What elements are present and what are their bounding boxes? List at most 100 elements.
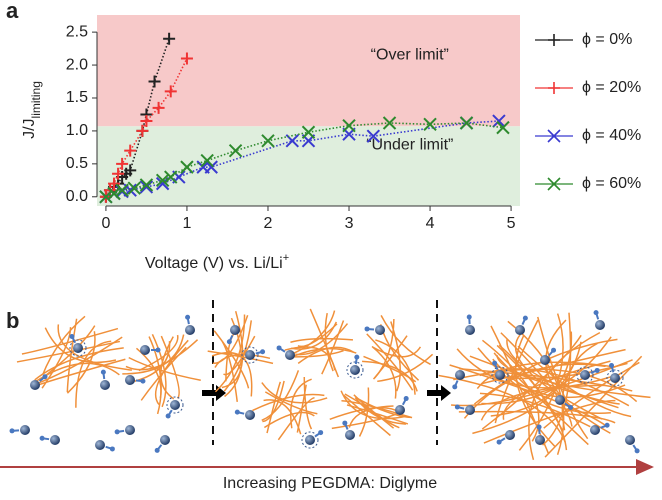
ion (245, 410, 255, 420)
ion-head (497, 440, 502, 445)
diagram-caption: Increasing PEGDMA: Diglyme (223, 475, 437, 492)
ion-head (568, 405, 573, 410)
ion-head (365, 326, 370, 331)
ion-head (354, 355, 359, 360)
ion (245, 350, 255, 360)
y-tick-label: 1.0 (66, 122, 88, 139)
x-axis-label: Voltage (V) vs. Li/Li+ (145, 252, 289, 272)
ion (595, 320, 605, 330)
ion-head (185, 315, 190, 320)
ion-head (452, 384, 457, 389)
ion (30, 380, 40, 390)
ion-head (537, 425, 542, 430)
y-tick-label: 2.0 (66, 56, 88, 73)
ion (455, 370, 465, 380)
ion (125, 425, 135, 435)
ion-head (404, 396, 409, 401)
ion-head (156, 348, 161, 353)
y-tick-label: 1.5 (66, 89, 88, 106)
ion-head (467, 315, 472, 320)
panel-label: b (6, 308, 19, 333)
ion (140, 345, 150, 355)
y-tick-label: 0.0 (66, 188, 88, 205)
ion-head (166, 414, 171, 419)
x-tick-label: 2 (264, 215, 273, 232)
ion-head (342, 421, 347, 426)
ion (465, 325, 475, 335)
x-axis-label-sup: + (283, 252, 289, 264)
y-tick-label: 2.5 (66, 23, 88, 40)
ion-head (260, 349, 265, 354)
ion (20, 425, 30, 435)
ion-head (605, 423, 610, 428)
x-tick-label: 4 (426, 215, 435, 232)
ion-head (551, 348, 556, 353)
ion-head (318, 430, 323, 435)
ion-head (101, 370, 106, 375)
ion (50, 435, 60, 445)
y-tick-label: 0.5 (66, 155, 88, 172)
x-axis-label-main: Voltage (V) vs. Li/Li (145, 255, 283, 272)
y-axis-label: J/Jlimiting (21, 81, 43, 139)
annotation: “Under limit” (366, 137, 453, 154)
ion-head (492, 361, 497, 366)
ion-head (609, 363, 614, 368)
ion (345, 430, 355, 440)
ion (590, 425, 600, 435)
ion (535, 435, 545, 445)
polymer-chain (372, 346, 396, 398)
y-axis-label-main: J/J (21, 118, 38, 138)
ion (170, 400, 180, 410)
ion-head (635, 448, 640, 453)
ion (395, 405, 405, 415)
ion (230, 325, 240, 335)
ion-head (10, 428, 15, 433)
legend-marker (548, 34, 560, 46)
ion (610, 373, 620, 383)
x-tick-label: 5 (507, 215, 516, 232)
ion (375, 325, 385, 335)
x-tick-label: 1 (182, 215, 191, 232)
chart: “Over limit” “Under limit” 0.0 0.5 1.0 1.5 2.0… (66, 15, 641, 232)
under-limit-region (97, 126, 520, 206)
annotation: “Over limit” (371, 46, 449, 63)
ion-head (227, 339, 232, 344)
ion-head (277, 345, 282, 350)
stage-arrow (427, 385, 451, 401)
polymer-chain (377, 354, 432, 381)
ion-head (140, 379, 145, 384)
ion (73, 343, 83, 353)
ion-head (155, 448, 160, 453)
ion (100, 380, 110, 390)
ion (540, 355, 550, 365)
polymer-chain (135, 341, 170, 381)
ion (95, 440, 105, 450)
ion-head (523, 316, 528, 321)
ion-head (69, 334, 74, 339)
legend-label: ϕ = 60% (582, 175, 641, 192)
x-tick-label: 0 (101, 215, 110, 232)
ion-head (595, 368, 600, 373)
ion (160, 435, 170, 445)
panel-label: a (6, 0, 19, 23)
ion (515, 325, 525, 335)
ion (285, 350, 295, 360)
ion-head (42, 374, 47, 379)
ion (350, 365, 360, 375)
ion-head (115, 429, 120, 434)
ion (305, 435, 315, 445)
y-axis-label-sub: limiting (29, 81, 43, 118)
ion-head (110, 446, 115, 451)
ion-head (594, 310, 599, 315)
legend-marker (548, 82, 560, 94)
ion (505, 430, 515, 440)
legend-label: ϕ = 20% (582, 79, 641, 96)
legend-label: ϕ = 40% (582, 127, 641, 144)
ion (185, 325, 195, 335)
ion (555, 395, 565, 405)
ion (125, 375, 135, 385)
ion (580, 370, 590, 380)
ion (465, 405, 475, 415)
polymer-chain (291, 322, 336, 349)
